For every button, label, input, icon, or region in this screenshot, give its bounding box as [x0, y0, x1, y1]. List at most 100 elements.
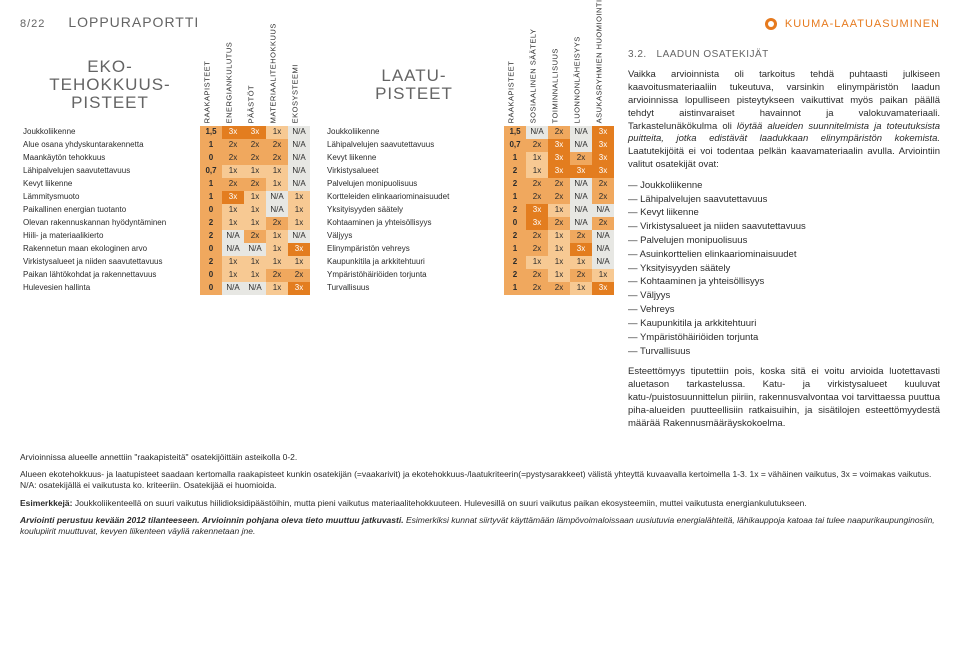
multiplier-cell: 1x [244, 191, 266, 204]
row-label: Lämmitysmuoto [20, 191, 200, 204]
multiplier-cell: N/A [222, 230, 244, 243]
multiplier-cell: N/A [570, 204, 592, 217]
multiplier-cell: 2x [526, 243, 548, 256]
multiplier-cell: 2x [266, 139, 288, 152]
multiplier-cell: 2x [548, 217, 570, 230]
multiplier-cell: 2x [526, 230, 548, 243]
laatu-block: LAATU- PISTEET RAAKAPISTEET SOSIAALINEN … [324, 48, 614, 439]
table-row: Joukkoliikenne1,5N/A2xN/A3x [324, 126, 614, 139]
list-item: Virkistysalueet ja niiden saavutettavuus [628, 221, 940, 234]
multiplier-cell: 2x [570, 230, 592, 243]
raw-score-cell: 2 [504, 204, 526, 217]
multiplier-cell: 1x [548, 243, 570, 256]
row-label: Joukkoliikenne [324, 126, 504, 139]
multiplier-cell: 1x [570, 282, 592, 295]
multiplier-cell: 2x [548, 126, 570, 139]
multiplier-cell: 1x [244, 165, 266, 178]
list-item: Kohtaaminen ja yhteisöllisyys [628, 276, 940, 289]
raw-score-cell: 1 [504, 243, 526, 256]
row-label: Paikallinen energian tuotanto [20, 204, 200, 217]
table-row: Väljyys22x1x2xN/A [324, 230, 614, 243]
table-row: Kaupunkitila ja arkkitehtuuri21x1x1xN/A [324, 256, 614, 269]
multiplier-cell: 2x [222, 139, 244, 152]
multiplier-cell: N/A [244, 243, 266, 256]
multiplier-cell: 1x [548, 230, 570, 243]
multiplier-cell: N/A [244, 282, 266, 295]
table-row: Paikan lähtökohdat ja rakennettavuus01x1… [20, 269, 310, 282]
multiplier-cell: 1x [266, 230, 288, 243]
row-label: Paikan lähtökohdat ja rakennettavuus [20, 269, 200, 282]
multiplier-cell: N/A [592, 243, 614, 256]
list-item: Joukkoliikenne [628, 180, 940, 193]
multiplier-cell: 2x [244, 178, 266, 191]
multiplier-cell: 3x [592, 139, 614, 152]
list-item: Yksityisyyden säätely [628, 263, 940, 276]
table-row: Rakennetun maan ekologinen arvo0N/AN/A1x… [20, 243, 310, 256]
list-item: Kaupunkitila ja arkkitehtuuri [628, 318, 940, 331]
raw-score-cell: 2 [200, 217, 222, 230]
row-label: Lähipalvelujen saavutettavuus [324, 139, 504, 152]
section-heading: 3.2. LAADUN OSATEKIJÄT [628, 48, 940, 62]
table-row: Paikallinen energian tuotanto01x1xN/A1x [20, 204, 310, 217]
multiplier-cell: 3x [288, 282, 310, 295]
para-2: Esteettömyys tiputettiin pois, koska sit… [628, 366, 940, 430]
multiplier-cell: 1x [266, 282, 288, 295]
multiplier-cell: 2x [526, 282, 548, 295]
raw-score-cell: 2 [504, 256, 526, 269]
raw-score-cell: 2 [200, 230, 222, 243]
multiplier-cell: 2x [288, 269, 310, 282]
multiplier-cell: 2x [526, 139, 548, 152]
multiplier-cell: 1x [266, 165, 288, 178]
multiplier-cell: 3x [244, 126, 266, 139]
multiplier-cell: 3x [288, 243, 310, 256]
raw-score-cell: 1 [504, 282, 526, 295]
raw-score-cell: 0 [200, 152, 222, 165]
multiplier-cell: 2x [266, 217, 288, 230]
multiplier-cell: 2x [570, 152, 592, 165]
row-label: Maankäytön tehokkuus [20, 152, 200, 165]
table-row: Lähipalvelujen saavutettavuus0,71x1x1xN/… [20, 165, 310, 178]
row-label: Palvelujen monipuolisuus [324, 178, 504, 191]
row-label: Kevyt liikenne [20, 178, 200, 191]
row-label: Virkistysalueet [324, 165, 504, 178]
multiplier-cell: 2x [592, 191, 614, 204]
multiplier-cell: 2x [548, 191, 570, 204]
footnote-4: Arviointi perustuu kevään 2012 tilantees… [20, 515, 940, 537]
multiplier-cell: N/A [288, 165, 310, 178]
multiplier-cell: 2x [548, 178, 570, 191]
laatu-title: LAATU- PISTEET [324, 67, 504, 103]
footnotes: Arvioinnissa alueelle annettiin "raakapi… [20, 452, 940, 536]
multiplier-cell: N/A [222, 282, 244, 295]
row-label: Kaupunkitila ja arkkitehtuuri [324, 256, 504, 269]
report-title: LOPPURAPORTTI [68, 14, 199, 30]
multiplier-cell: 2x [526, 178, 548, 191]
raw-score-cell: 1 [200, 178, 222, 191]
multiplier-cell: 1x [288, 217, 310, 230]
multiplier-cell: N/A [570, 191, 592, 204]
multiplier-cell: 1x [222, 165, 244, 178]
table-row: Olevan rakennuskannan hyödyntäminen21x1x… [20, 217, 310, 230]
eko-table: EKO- TEHOKKUUS- PISTEET RAAKAPISTEET ENE… [20, 48, 310, 295]
multiplier-cell: N/A [288, 178, 310, 191]
table-row: Kortteleiden elinkaariominaisuudet12x2xN… [324, 191, 614, 204]
table-row: Virkistysalueet21x3x3x3x [324, 165, 614, 178]
multiplier-cell: 1x [548, 204, 570, 217]
multiplier-cell: 3x [592, 152, 614, 165]
table-row: Palvelujen monipuolisuus22x2xN/A2x [324, 178, 614, 191]
multiplier-cell: N/A [288, 126, 310, 139]
multiplier-cell: 1x [548, 269, 570, 282]
multiplier-cell: N/A [288, 152, 310, 165]
multiplier-cell: 2x [526, 191, 548, 204]
multiplier-cell: 1x [288, 204, 310, 217]
multiplier-cell: 3x [526, 204, 548, 217]
raw-score-cell: 0 [504, 217, 526, 230]
page-header: 8/22 LOPPURAPORTTI KUUMA-LAATUASUMINEN [20, 14, 940, 32]
row-label: Olevan rakennuskannan hyödyntäminen [20, 217, 200, 230]
multiplier-cell: 1x [244, 204, 266, 217]
multiplier-cell: 3x [592, 165, 614, 178]
row-label: Turvallisuus [324, 282, 504, 295]
multiplier-cell: 1x [592, 269, 614, 282]
multiplier-cell: 2x [548, 282, 570, 295]
list-item: Asuinkorttelien elinkaariominaisuudet [628, 249, 940, 262]
raw-score-cell: 2 [504, 165, 526, 178]
